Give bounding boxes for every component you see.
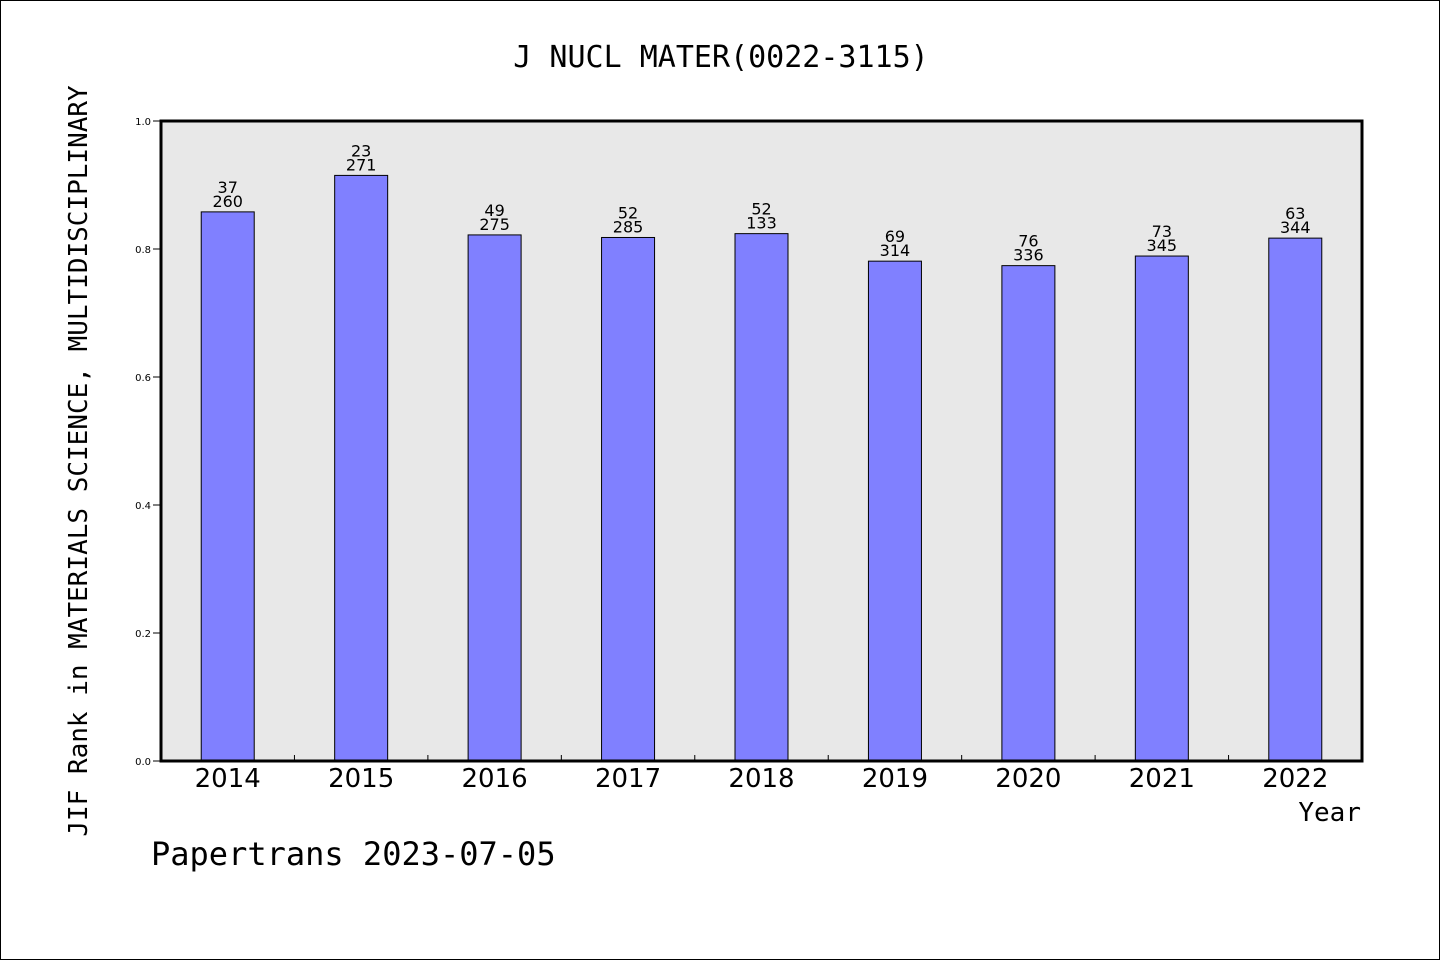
x-tick-label: 2019 (862, 764, 928, 794)
bar-total-label: 133 (746, 214, 777, 233)
bar (467, 234, 522, 762)
bar-total-label: 345 (1147, 236, 1178, 255)
x-axis-label: Year (1298, 798, 1361, 828)
bar-series (200, 174, 1323, 762)
data-labels: 3726023271492755228552133693147633673345… (212, 141, 1310, 264)
x-tick-label: 2018 (728, 764, 794, 794)
bar-total-label: 344 (1280, 218, 1311, 237)
bar-rank-label: 73 (1152, 222, 1172, 241)
x-tick-label: 2020 (995, 764, 1061, 794)
bar-rank-label: 49 (484, 201, 504, 220)
bar-rank-label: 69 (885, 227, 905, 246)
chart-title: J NUCL MATER(0022-3115) (513, 40, 928, 75)
y-tick-label: 0.2 (135, 629, 151, 640)
y-tick-label: 0.6 (135, 373, 151, 384)
bar-rank-label: 52 (618, 203, 638, 222)
bar-total-label: 336 (1013, 246, 1044, 265)
bar (734, 233, 789, 762)
bar-rank-label: 63 (1285, 204, 1305, 223)
bar-total-label: 260 (212, 192, 243, 211)
bar-total-label: 314 (880, 241, 911, 260)
y-tick-label: 0.0 (135, 757, 151, 768)
x-tick-label: 2014 (195, 764, 261, 794)
x-tick-label: 2016 (462, 764, 528, 794)
y-tick-label: 1.0 (135, 117, 151, 128)
bar-rank-label: 37 (218, 178, 238, 197)
bar (601, 236, 656, 762)
y-tick-label: 0.8 (135, 245, 151, 256)
bar-rank-label: 76 (1018, 232, 1038, 251)
bar-total-label: 271 (346, 155, 377, 174)
bar (867, 260, 922, 762)
bar-total-label: 285 (613, 217, 644, 236)
bar (1001, 265, 1056, 762)
x-tick-label: 2015 (328, 764, 394, 794)
watermark: Papertrans 2023-07-05 (151, 835, 556, 873)
bar-total-label: 275 (479, 215, 510, 234)
x-tick-label: 2022 (1262, 764, 1328, 794)
bar (1134, 255, 1189, 762)
y-axis-label: JIF Rank in MATERIALS SCIENCE, MULTIDISC… (64, 85, 94, 837)
x-axis-labels: 2014 2015 2016 2017 2018 2019 2020 2021 2022 (195, 764, 1329, 794)
x-tick-label: 2021 (1129, 764, 1195, 794)
y-axis: 0.0 0.2 0.4 0.6 0.8 1.0 (135, 117, 161, 768)
bar (334, 174, 389, 762)
plot-border (159, 119, 1364, 763)
bar (200, 211, 255, 762)
x-tick-label: 2017 (595, 764, 661, 794)
bar-rank-label: 52 (751, 200, 771, 219)
bar-rank-label: 23 (351, 141, 371, 160)
bar (1268, 237, 1323, 762)
y-tick-label: 0.4 (135, 501, 151, 512)
